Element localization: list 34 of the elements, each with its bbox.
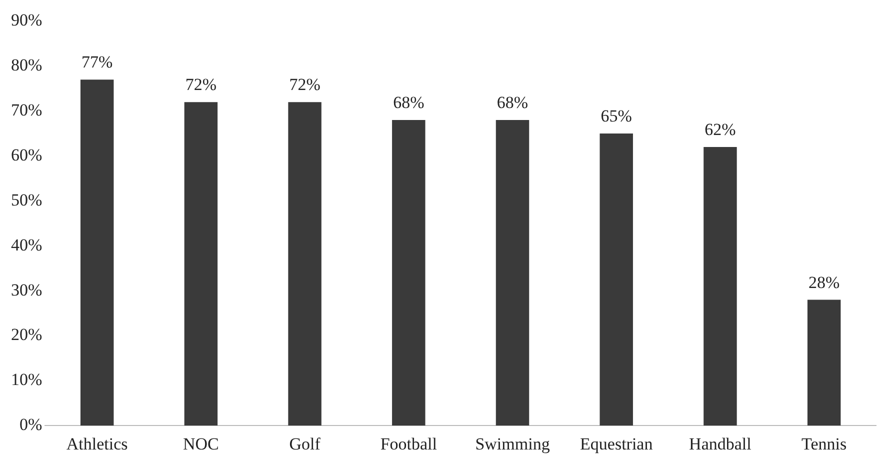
data-label: 72%: [185, 75, 217, 94]
bar: [184, 102, 218, 426]
y-tick-label: 90%: [10, 10, 42, 30]
y-tick-label: 30%: [10, 280, 42, 300]
bar: [392, 120, 426, 426]
x-tick-label: Equestrian: [580, 434, 654, 454]
bar: [288, 102, 322, 426]
y-tick-label: 80%: [10, 56, 42, 75]
x-tick-label: NOC: [182, 434, 219, 454]
data-label: 72%: [289, 75, 320, 94]
data-label: 28%: [808, 272, 840, 292]
bar: [600, 134, 633, 426]
y-tick-label: 50%: [10, 190, 42, 210]
data-label: 68%: [393, 93, 424, 112]
x-tick-label: Golf: [289, 434, 321, 454]
bar: [496, 120, 530, 426]
y-tick-label: 10%: [10, 370, 42, 390]
y-tick-label: 0%: [19, 415, 42, 434]
x-tick-label: Swimming: [475, 434, 550, 454]
data-label: 65%: [600, 106, 632, 126]
bar: [80, 80, 114, 426]
x-tick-label: Handball: [689, 434, 752, 454]
data-label: 77%: [82, 52, 113, 72]
y-tick-label: 20%: [10, 325, 42, 344]
data-label: 68%: [496, 93, 528, 112]
x-tick-label: Athletics: [66, 434, 128, 454]
y-tick-label: 40%: [10, 235, 42, 254]
x-tick-label: Football: [380, 434, 438, 454]
bar: [807, 300, 841, 426]
data-label: 62%: [704, 120, 736, 139]
bar: [704, 147, 737, 426]
y-tick-label: 70%: [10, 100, 42, 120]
y-tick-label: 60%: [10, 145, 42, 164]
x-tick-label: Tennis: [802, 434, 847, 454]
